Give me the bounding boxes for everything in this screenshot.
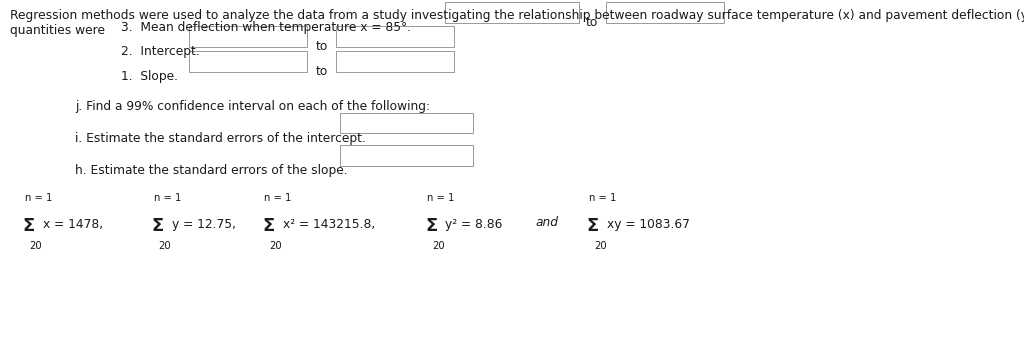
Text: 20: 20 (269, 241, 282, 251)
Bar (336, 26, 454, 47)
Text: x = 1478,: x = 1478, (43, 218, 103, 231)
Text: n = 1: n = 1 (154, 193, 181, 203)
Bar (606, 2, 724, 23)
Text: 20: 20 (432, 241, 444, 251)
Text: Σ: Σ (152, 217, 164, 235)
Bar (189, 26, 307, 47)
Text: j. Find a 99% confidence interval on each of the following:: j. Find a 99% confidence interval on eac… (75, 100, 430, 113)
Text: quantities were: quantities were (10, 24, 105, 37)
Text: to: to (315, 65, 328, 78)
Bar (340, 145, 473, 166)
Text: 1.  Slope.: 1. Slope. (121, 70, 178, 83)
Text: Σ: Σ (587, 217, 599, 235)
Text: i. Estimate the standard errors of the intercept.: i. Estimate the standard errors of the i… (75, 132, 366, 145)
Text: h. Estimate the standard errors of the slope.: h. Estimate the standard errors of the s… (75, 164, 347, 177)
Text: y² = 8.86: y² = 8.86 (445, 218, 503, 231)
Text: n = 1: n = 1 (589, 193, 616, 203)
Text: 3.  Mean deflection when temperature x = 85°.: 3. Mean deflection when temperature x = … (121, 21, 411, 34)
Text: Σ: Σ (262, 217, 274, 235)
Text: 20: 20 (30, 241, 42, 251)
Text: n = 1: n = 1 (427, 193, 455, 203)
Text: Σ: Σ (23, 217, 35, 235)
Text: xy = 1083.67: xy = 1083.67 (607, 218, 690, 231)
Text: to: to (315, 40, 328, 53)
Bar (336, 51, 454, 72)
Text: 20: 20 (594, 241, 606, 251)
Text: x² = 143215.8,: x² = 143215.8, (283, 218, 375, 231)
Text: to: to (586, 16, 598, 29)
Text: Regression methods were used to analyze the data from a study investigating the : Regression methods were used to analyze … (10, 9, 1024, 22)
Text: and: and (536, 216, 558, 229)
Text: n = 1: n = 1 (264, 193, 292, 203)
Text: 20: 20 (159, 241, 171, 251)
Bar (340, 113, 473, 133)
Text: y = 12.75,: y = 12.75, (172, 218, 236, 231)
Bar (189, 51, 307, 72)
Bar (445, 2, 579, 23)
Text: 2.  Intercept.: 2. Intercept. (121, 45, 200, 58)
Text: n = 1: n = 1 (25, 193, 52, 203)
Text: Σ: Σ (425, 217, 437, 235)
